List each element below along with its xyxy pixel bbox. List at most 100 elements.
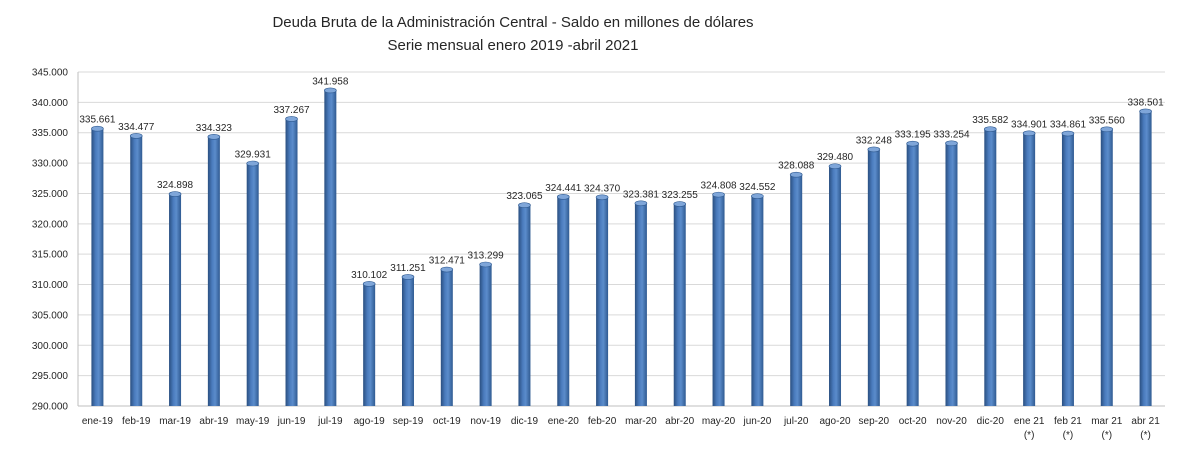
x-tick-label: abr 21	[1131, 416, 1160, 427]
bar-top	[129, 133, 143, 139]
x-tick-label: feb-20	[588, 416, 617, 427]
bar-body	[246, 163, 259, 406]
y-tick-label: 340.000	[32, 98, 69, 109]
bar-body	[790, 174, 803, 406]
bar-body	[440, 269, 453, 406]
bar-body	[1023, 133, 1036, 406]
y-tick-label: 325.000	[32, 189, 69, 200]
data-label: 333.195	[895, 130, 932, 141]
data-label: 324.898	[157, 180, 194, 191]
axes: 290.000 295.000 300.000 305.000 310.000 315.0…	[32, 68, 1165, 413]
data-label: 337.267	[273, 105, 310, 116]
x-tick-label: feb 21	[1054, 416, 1082, 427]
data-label: 310.102	[351, 270, 388, 281]
bar-body	[363, 283, 376, 406]
bar-body	[867, 149, 880, 406]
bar	[945, 140, 958, 406]
y-tick-label: 305.000	[32, 310, 69, 321]
bar-body	[130, 135, 143, 406]
bar-body	[557, 196, 570, 406]
bar	[634, 200, 648, 406]
bar-body	[169, 194, 182, 406]
data-label: 324.370	[584, 183, 621, 194]
bar-body	[401, 276, 414, 406]
bar	[129, 133, 143, 406]
bar	[207, 134, 221, 407]
chart-title: Deuda Bruta de la Administración Central…	[272, 14, 753, 31]
bar-top	[1100, 126, 1114, 133]
y-tick-label: 300.000	[32, 341, 69, 352]
gridlines	[78, 71, 1165, 407]
data-label: 324.808	[700, 181, 737, 192]
y-tick-label: 335.000	[32, 128, 69, 139]
x-tick-label: sep-19	[393, 416, 424, 427]
bar	[595, 194, 609, 406]
data-label: 334.861	[1050, 120, 1087, 131]
data-label: 324.552	[739, 182, 776, 193]
bar-body	[1139, 111, 1152, 407]
bar	[789, 171, 803, 406]
x-tick-label: jun-20	[742, 416, 771, 427]
data-label: 329.931	[235, 150, 272, 161]
bar-top	[945, 140, 958, 147]
bar-top	[595, 194, 609, 201]
y-tick-label: 330.000	[32, 159, 69, 170]
data-label: 324.441	[545, 183, 582, 194]
data-label: 335.560	[1089, 115, 1126, 126]
chart-subtitle: Serie mensual enero 2019 -abril 2021	[388, 37, 639, 54]
y-tick-label: 310.000	[32, 280, 69, 291]
x-tick-label: nov-19	[470, 416, 501, 427]
bar-body	[634, 203, 647, 406]
x-tick-note: (*)	[1140, 430, 1151, 441]
bar-body	[91, 128, 104, 406]
x-tick-label: abr-20	[665, 416, 694, 427]
bar-top	[91, 125, 104, 132]
bar-top	[207, 134, 221, 140]
bar-top	[556, 194, 570, 200]
bar-body	[984, 129, 997, 407]
bar-top	[479, 261, 492, 268]
x-tick-label: mar-20	[625, 416, 657, 427]
x-tick-label: ene-19	[82, 416, 114, 427]
bar	[828, 163, 842, 406]
bar	[712, 191, 725, 406]
x-tick-label: feb-19	[122, 416, 151, 427]
data-label: 329.480	[817, 152, 854, 163]
bar-body	[324, 90, 337, 406]
bar-body	[1100, 129, 1113, 406]
bar-body	[479, 264, 492, 406]
bar-top	[246, 160, 259, 167]
y-tick-label: 315.000	[32, 250, 69, 261]
bar-top	[712, 191, 725, 198]
bar-top	[324, 87, 337, 94]
bar-body	[285, 118, 298, 407]
x-tick-label: jul-20	[783, 416, 809, 427]
bar	[91, 125, 104, 406]
bar	[401, 274, 415, 406]
data-label: 335.582	[972, 115, 1009, 126]
x-tick-note: (*)	[1063, 430, 1074, 441]
bar	[1022, 130, 1036, 406]
bar-body	[1061, 133, 1074, 406]
data-label: 334.323	[196, 123, 233, 134]
x-tick-label: jul-19	[317, 416, 343, 427]
bar-body	[596, 197, 609, 406]
x-tick-label: mar-19	[159, 416, 191, 427]
bar	[867, 146, 881, 406]
bar	[440, 266, 454, 406]
x-tick-label: may-20	[702, 416, 736, 427]
bar-body	[518, 205, 531, 406]
bar	[479, 261, 492, 406]
x-tick-label: sep-20	[859, 416, 890, 427]
data-label: 311.251	[390, 263, 426, 274]
data-label: 312.471	[429, 256, 466, 267]
bar	[906, 140, 919, 407]
bar-top	[168, 191, 182, 197]
bar-top	[1139, 108, 1152, 115]
x-tick-label: dic-20	[977, 416, 1005, 427]
x-tick-label: may-19	[236, 416, 270, 427]
data-label: 333.254	[933, 129, 970, 140]
data-label: 338.501	[1128, 97, 1165, 108]
